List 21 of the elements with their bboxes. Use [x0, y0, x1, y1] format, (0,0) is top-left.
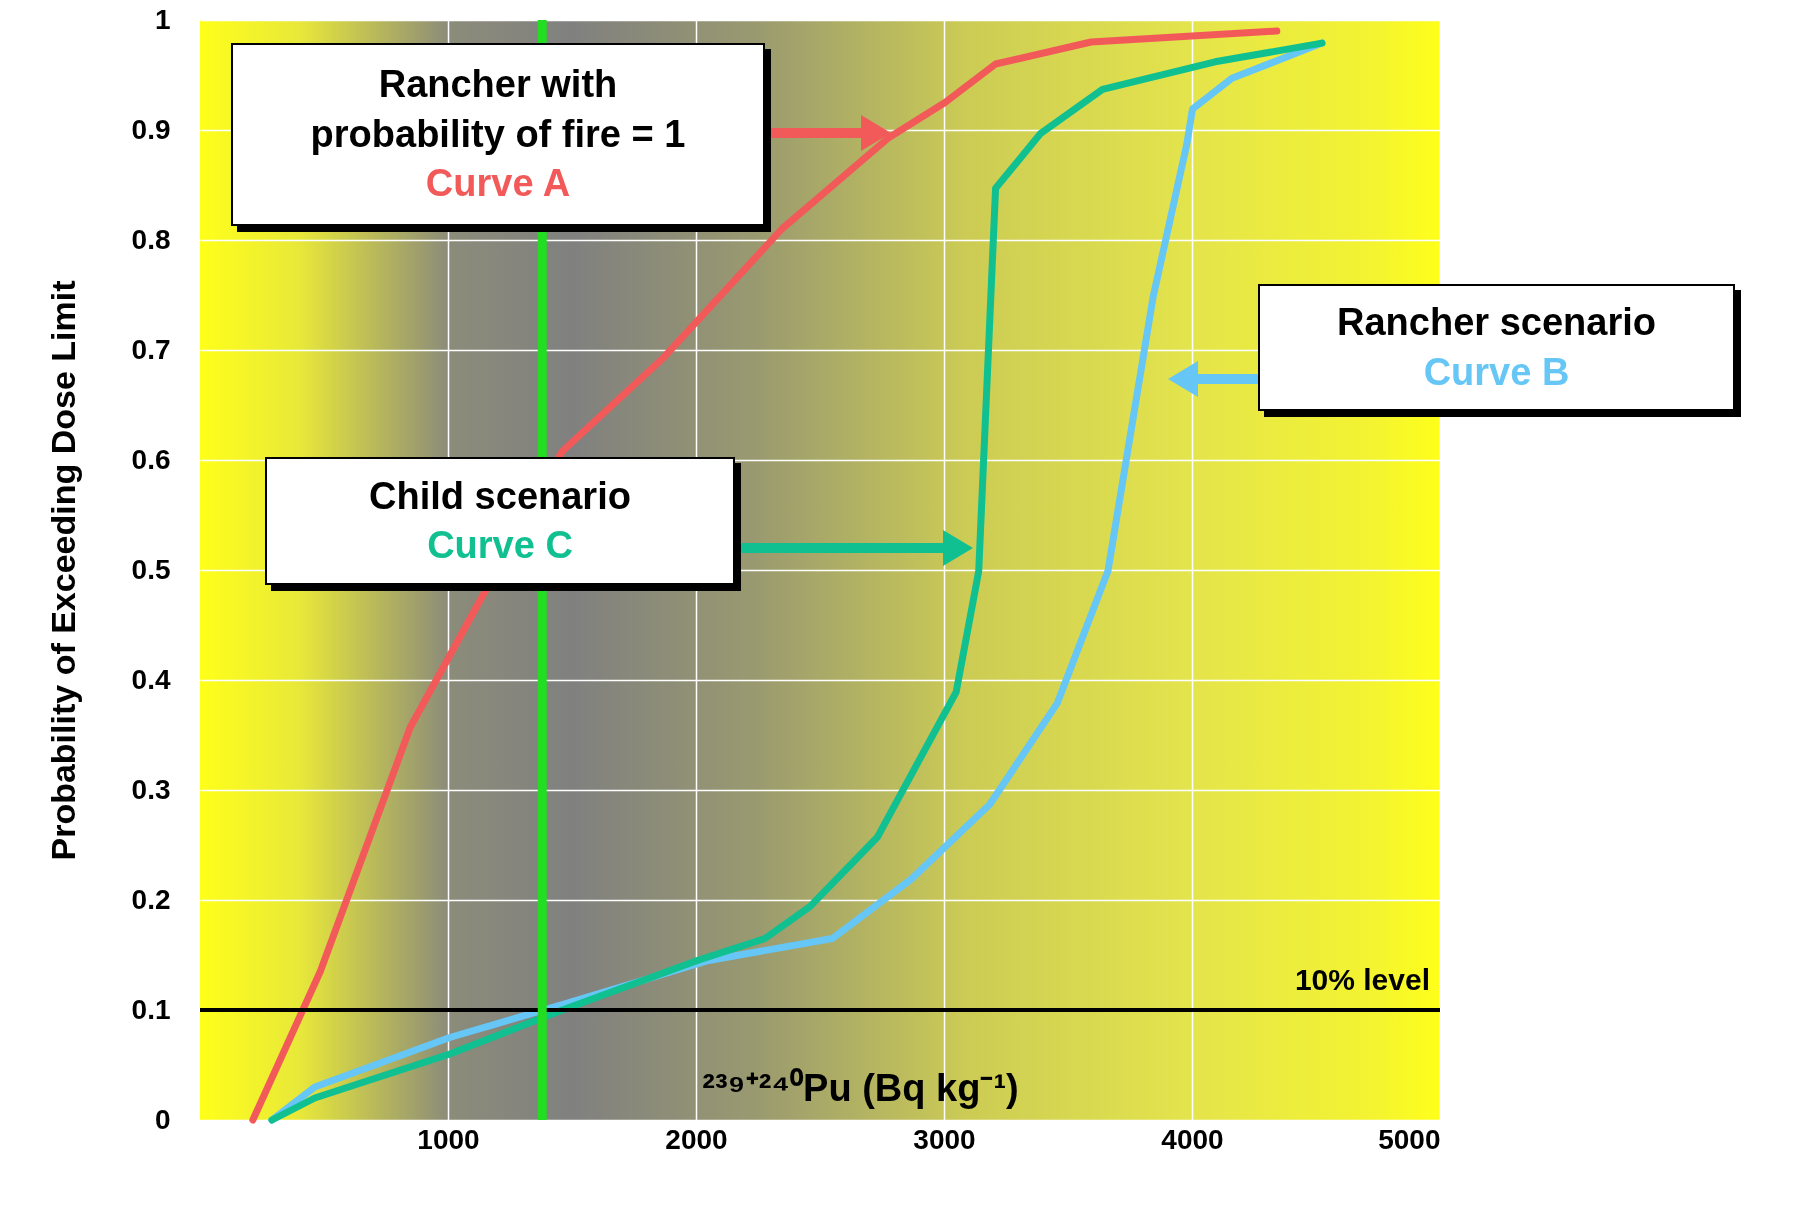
- y-axis-title: Probability of Exceeding Dose Limit: [43, 280, 82, 861]
- x-tick-label: 5000: [1378, 1123, 1441, 1155]
- y-tick-label: 0.2: [131, 883, 171, 915]
- y-tick-label: 0.8: [131, 223, 171, 255]
- y-tick-label: 0.4: [131, 663, 171, 695]
- y-tick-label: 0.9: [131, 113, 171, 145]
- y-tick-label: 0: [154, 1103, 171, 1135]
- y-tick-label: 0.1: [131, 993, 171, 1025]
- y-tick-label: 1: [154, 3, 171, 35]
- annotation: Rancher with probability of fire = 1: [309, 62, 687, 157]
- y-tick-label: 0.7: [131, 333, 171, 365]
- y-tick-label: 0.6: [131, 443, 171, 475]
- x-tick-label: 4000: [1161, 1123, 1224, 1155]
- x-tick-label: 2000: [665, 1123, 728, 1155]
- y-tick-label: 0.3: [131, 773, 171, 805]
- x-tick-label: 1000: [417, 1123, 480, 1155]
- annotation: Rancher scenario: [1336, 300, 1657, 346]
- y-tick-label: 0.5: [131, 553, 171, 585]
- x-tick-label: 3000: [913, 1123, 976, 1155]
- ref-line-label: 10% level: [1294, 963, 1430, 996]
- annotation: Child scenario: [368, 473, 632, 519]
